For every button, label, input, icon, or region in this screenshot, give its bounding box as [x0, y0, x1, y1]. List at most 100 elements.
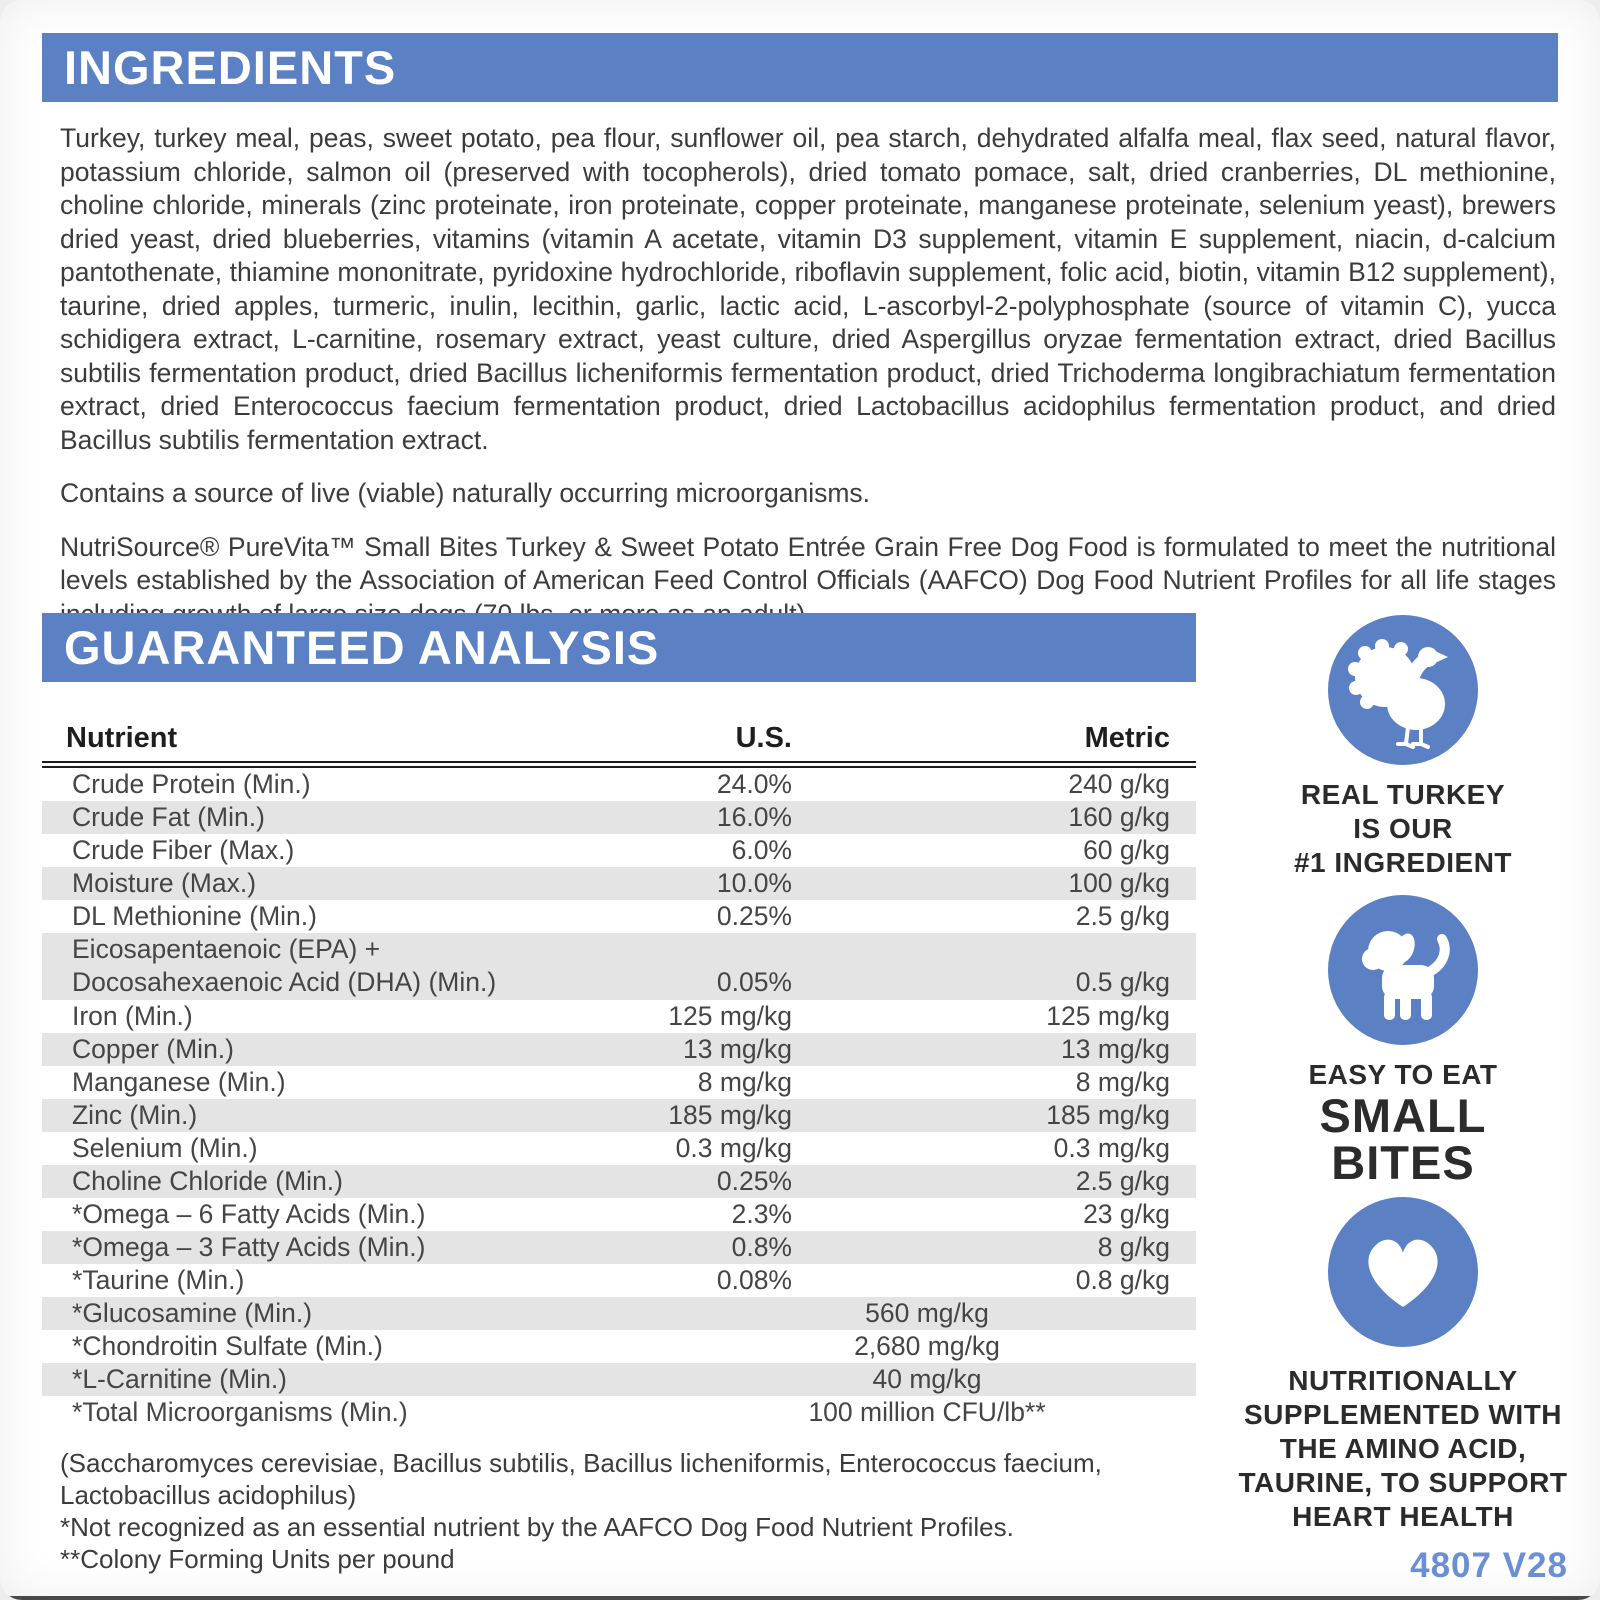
table-row: Crude Protein (Min.) 24.0% 240 g/kg	[42, 768, 1196, 801]
ingredients-section: INGREDIENTS Turkey, turkey meal, peas, s…	[42, 33, 1558, 631]
metric-value: 160 g/kg	[1068, 802, 1170, 832]
table-header-row: Nutrient U.S. Metric	[42, 722, 1196, 768]
table-row: *L-Carnitine (Min.) 40 mg/kg	[42, 1363, 1196, 1396]
nutrient-name: Zinc (Min.)	[72, 1100, 198, 1130]
nutrient-name: Selenium (Min.)	[72, 1133, 258, 1163]
us-value: 10.0%	[716, 868, 792, 898]
aafco-statement: NutriSource® PureVita™ Small Bites Turke…	[60, 531, 1556, 629]
us-value: 8 mg/kg	[697, 1067, 792, 1097]
nutrient-name: DL Methionine (Min.)	[72, 901, 317, 931]
nutrient-name: Iron (Min.)	[72, 1001, 193, 1031]
footnote: (Saccharomyces cerevisiae, Bacillus subt…	[60, 1448, 1102, 1510]
us-value: 24.0%	[716, 769, 792, 799]
us-value: 2.3%	[731, 1199, 792, 1229]
table-row: *Omega – 6 Fatty Acids (Min.) 2.3% 23 g/kg	[42, 1198, 1196, 1231]
combined-value: 560 mg/kg	[865, 1298, 989, 1328]
metric-value: 8 g/kg	[1097, 1232, 1170, 1262]
us-value: 0.25%	[716, 1166, 792, 1196]
badge-line: SUPPLEMENTED WITH	[1243, 1399, 1563, 1430]
us-value: 0.8%	[731, 1232, 792, 1262]
nutrient-name: *Chondroitin Sulfate (Min.)	[72, 1331, 383, 1361]
guaranteed-analysis-table: Crude Protein (Min.) 24.0% 240 g/kg Crude F…	[42, 768, 1196, 1429]
footnote: **Colony Forming Units per pound	[60, 1544, 455, 1574]
us-value: 16.0%	[716, 802, 792, 832]
footnotes: (Saccharomyces cerevisiae, Bacillus subt…	[42, 1447, 1160, 1575]
nutrient-name: Manganese (Min.)	[72, 1067, 286, 1097]
column-header-nutrient: Nutrient	[66, 722, 178, 754]
metric-value: 13 mg/kg	[1060, 1034, 1170, 1064]
table-row: Copper (Min.) 13 mg/kg 13 mg/kg	[42, 1033, 1196, 1066]
badge-small-bites: EASY TO EAT SMALL BITES	[1308, 895, 1497, 1186]
metric-value: 0.5 g/kg	[1075, 967, 1170, 997]
us-value: 13 mg/kg	[682, 1034, 792, 1064]
table-row: Iron (Min.) 125 mg/kg 125 mg/kg	[42, 1000, 1196, 1033]
combined-value: 100 million CFU/lb**	[808, 1397, 1046, 1427]
badge-line: EASY TO EAT	[1308, 1059, 1498, 1090]
table-row: Crude Fiber (Max.) 6.0% 60 g/kg	[42, 834, 1196, 867]
product-code: 4807 V28	[1410, 1546, 1568, 1585]
metric-value: 185 mg/kg	[1046, 1100, 1170, 1130]
metric-value: 0.8 g/kg	[1075, 1265, 1170, 1295]
metric-value: 240 g/kg	[1068, 769, 1170, 799]
turkey-icon	[1327, 615, 1478, 765]
badge-small-bites-label: EASY TO EAT SMALL BITES	[1308, 1058, 1497, 1186]
badge-real-turkey-label: REAL TURKEY IS OUR #1 INGREDIENT	[1294, 778, 1512, 880]
nutrient-name: Crude Fiber (Max.)	[72, 835, 295, 865]
footnote: *Not recognized as an essential nutrient…	[60, 1512, 1014, 1542]
ingredients-title: INGREDIENTS	[64, 41, 397, 94]
benefit-badges: REAL TURKEY IS OUR #1 INGREDIENT	[1238, 615, 1568, 1586]
badge-line: THE AMINO ACID,	[1279, 1433, 1527, 1464]
microorganisms-note: Contains a source of live (viable) natur…	[60, 478, 871, 508]
column-header-metric: Metric	[1084, 722, 1170, 754]
badge-line-big: BITES	[1331, 1136, 1475, 1189]
nutrient-name: Crude Fat (Min.)	[72, 802, 265, 832]
column-header-us: U.S.	[735, 722, 792, 754]
table-row: *Taurine (Min.) 0.08% 0.8 g/kg	[42, 1264, 1196, 1297]
table-row: *Glucosamine (Min.) 560 mg/kg	[42, 1297, 1196, 1330]
table-row: *Omega – 3 Fatty Acids (Min.) 0.8% 8 g/kg	[42, 1231, 1196, 1264]
combined-value: 40 mg/kg	[872, 1364, 982, 1394]
nutrient-name: *Omega – 3 Fatty Acids (Min.)	[72, 1232, 426, 1262]
table-row: Moisture (Max.) 10.0% 100 g/kg	[42, 867, 1196, 900]
ingredients-list: Turkey, turkey meal, peas, sweet potato,…	[60, 123, 1556, 455]
combined-value: 2,680 mg/kg	[854, 1331, 1000, 1361]
metric-value: 2.5 g/kg	[1075, 1166, 1170, 1196]
metric-value: 8 mg/kg	[1075, 1067, 1170, 1097]
ingredients-header: INGREDIENTS	[42, 33, 1558, 102]
badge-line: REAL TURKEY	[1300, 779, 1506, 810]
badge-line: TAURINE, TO SUPPORT	[1238, 1467, 1568, 1498]
metric-value: 125 mg/kg	[1046, 1001, 1170, 1031]
us-value: 0.05%	[716, 967, 792, 997]
guaranteed-analysis-title: GUARANTEED ANALYSIS	[64, 621, 660, 674]
nutrient-name: Eicosapentaenoic (EPA) + Docosahexaenoic…	[72, 934, 497, 997]
badge-heart-health-label: NUTRITIONALLY SUPPLEMENTED WITH THE AMIN…	[1239, 1364, 1568, 1534]
badge-line: NUTRITIONALLY	[1288, 1365, 1518, 1396]
page-edge	[0, 1596, 1600, 1600]
table-row: Eicosapentaenoic (EPA) + Docosahexaenoic…	[42, 933, 1196, 1000]
nutrient-name: Copper (Min.)	[72, 1034, 234, 1064]
nutrient-name: Crude Protein (Min.)	[72, 769, 311, 799]
badge-line: HEART HEALTH	[1292, 1501, 1514, 1532]
us-value: 185 mg/kg	[668, 1100, 792, 1130]
metric-value: 2.5 g/kg	[1075, 901, 1170, 931]
metric-value: 0.3 mg/kg	[1053, 1133, 1170, 1163]
metric-value: 23 g/kg	[1083, 1199, 1170, 1229]
table-row: Choline Chloride (Min.) 0.25% 2.5 g/kg	[42, 1165, 1196, 1198]
us-value: 0.25%	[716, 901, 792, 931]
us-value: 0.08%	[716, 1265, 792, 1295]
badge-heart-health: NUTRITIONALLY SUPPLEMENTED WITH THE AMIN…	[1239, 1197, 1568, 1534]
nutrient-name: *L-Carnitine (Min.)	[72, 1364, 288, 1394]
us-value: 6.0%	[731, 835, 792, 865]
us-value: 0.3 mg/kg	[675, 1133, 792, 1163]
puppy-icon	[1327, 895, 1478, 1045]
us-value: 125 mg/kg	[668, 1001, 792, 1031]
table-row: Selenium (Min.) 0.3 mg/kg 0.3 mg/kg	[42, 1132, 1196, 1165]
guaranteed-analysis-section: GUARANTEED ANALYSIS Nutrient U.S. Metric…	[42, 613, 1196, 1575]
metric-value: 100 g/kg	[1068, 868, 1170, 898]
metric-value: 60 g/kg	[1083, 835, 1170, 865]
table-row: Manganese (Min.) 8 mg/kg 8 mg/kg	[42, 1066, 1196, 1099]
nutrient-name: Choline Chloride (Min.)	[72, 1166, 343, 1196]
nutrient-name: *Glucosamine (Min.)	[72, 1298, 313, 1328]
guaranteed-analysis-header: GUARANTEED ANALYSIS	[42, 613, 1196, 682]
